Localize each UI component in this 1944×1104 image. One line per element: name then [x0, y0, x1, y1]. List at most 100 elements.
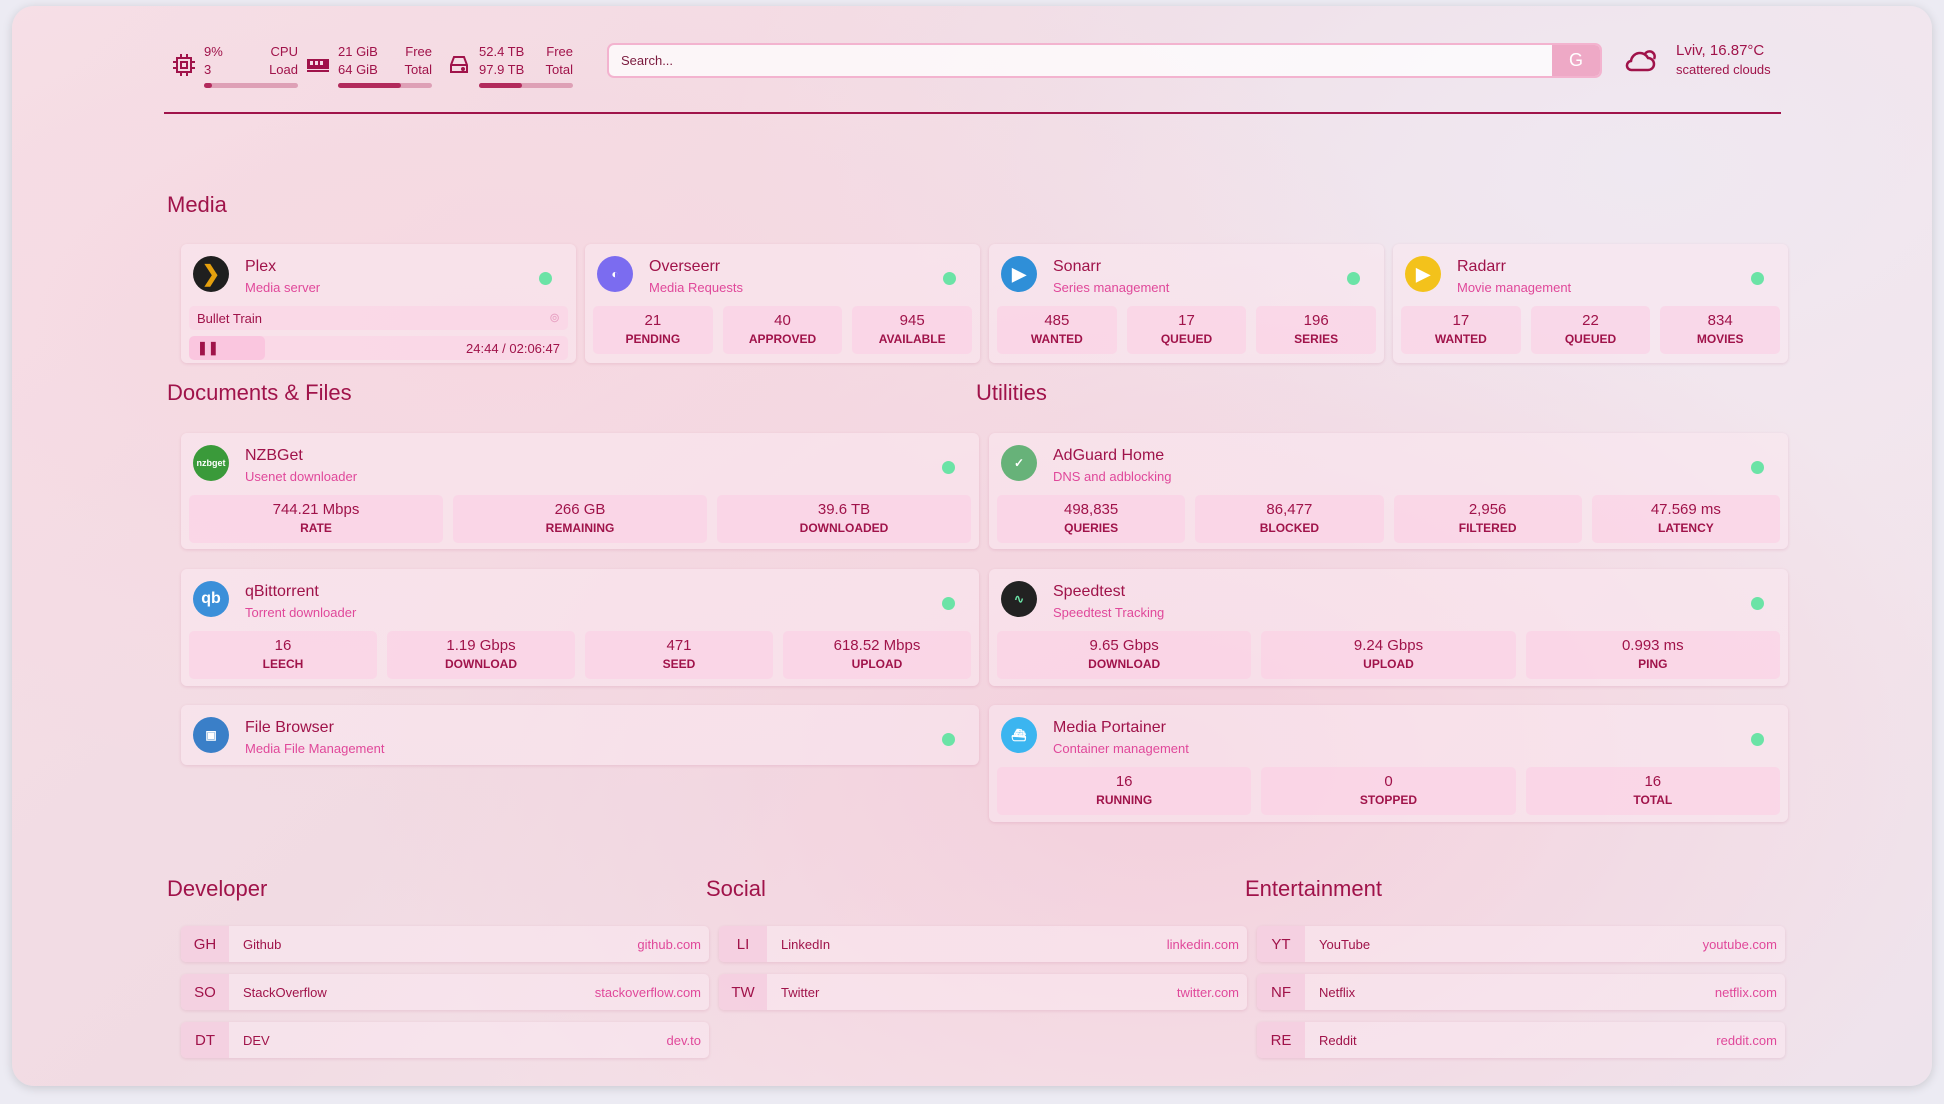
- bookmark-linkedin[interactable]: LI LinkedIn linkedin.com: [719, 926, 1247, 962]
- service-card-overseerr[interactable]: ◐ Overseerr Media Requests 21 PENDING 40 APP…: [585, 244, 980, 363]
- weather-location-temp: Lviv, 16.87°C: [1676, 42, 1765, 59]
- bookmark-abbr: GH: [181, 926, 229, 962]
- stat-label: UPLOAD: [1363, 657, 1414, 671]
- service-description: Container management: [1053, 741, 1189, 756]
- bookmark-stackoverflow[interactable]: SO StackOverflow stackoverflow.com: [181, 974, 709, 1010]
- stat-label: MOVIES: [1696, 332, 1744, 346]
- stat-wanted: 485 WANTED: [997, 306, 1117, 354]
- stat-value: 2,956: [1468, 501, 1507, 518]
- bookmark-name: DEV: [243, 1032, 270, 1048]
- stat-value: 17: [1178, 312, 1195, 329]
- service-card-qbittorrent[interactable]: qb qBittorrent Torrent downloader 16 LEECH…: [181, 569, 979, 686]
- status-indicator: [942, 733, 955, 746]
- stat-label: BLOCKED: [1259, 521, 1320, 535]
- bookmark-reddit[interactable]: RE Reddit reddit.com: [1257, 1022, 1785, 1058]
- search-bar: G: [607, 43, 1602, 78]
- cpu-usage-bar: [204, 83, 298, 88]
- status-indicator: [1751, 597, 1764, 610]
- stat-label: AVAILABLE: [878, 332, 946, 346]
- stat-value: 9.24 Gbps: [1353, 637, 1424, 654]
- cpu-label: CPU: [270, 44, 298, 59]
- stat-label: QUERIES: [1064, 521, 1119, 535]
- memory-value: 21 GiB: [338, 44, 378, 59]
- stat-label: RUNNING: [1096, 793, 1153, 807]
- stat-label: STOPPED: [1359, 793, 1418, 807]
- bookmark-url: stackoverflow.com: [594, 984, 701, 1000]
- bookmark-netflix[interactable]: NF Netflix netflix.com: [1257, 974, 1785, 1010]
- disk-label2: Total: [545, 62, 573, 77]
- memory-usage-bar: [338, 83, 432, 88]
- stat-value: 39.6 TB: [817, 501, 871, 518]
- search-provider-button[interactable]: G: [1552, 45, 1600, 76]
- disk-value2: 97.9 TB: [479, 62, 525, 77]
- bookmark-github[interactable]: GH Github github.com: [181, 926, 709, 962]
- service-card-plex[interactable]: ❯ Plex Media server Bullet Train ⊚ ❚❚ 24:44…: [181, 244, 576, 363]
- nzbget-icon: nzbget: [193, 445, 229, 481]
- stat-value: 498,835: [1064, 501, 1119, 518]
- stat-approved: 40 APPROVED: [722, 306, 843, 354]
- service-name: Speedtest: [1053, 583, 1126, 600]
- bookmark-abbr: LI: [719, 926, 767, 962]
- cpu-value: 9%: [204, 44, 223, 59]
- service-name: Overseerr: [649, 258, 721, 275]
- qbittorrent-icon: qb: [193, 581, 229, 617]
- now-playing-bar[interactable]: Bullet Train ⊚: [189, 306, 568, 330]
- service-card-sonarr[interactable]: ▶ Sonarr Series management 485 WANTED 17 QUE…: [989, 244, 1384, 363]
- bookmark-url: twitter.com: [1176, 984, 1239, 1000]
- stat-label: DOWNLOADED: [799, 521, 889, 535]
- weather-widget[interactable]: Lviv, 16.87°C scattered clouds: [1624, 42, 1771, 77]
- bookmark-name: LinkedIn: [781, 936, 831, 952]
- service-card-filebrowser[interactable]: ▣ File Browser Media File Management: [181, 705, 979, 765]
- service-description: DNS and adblocking: [1053, 469, 1172, 484]
- bookmark-twitter[interactable]: TW Twitter twitter.com: [719, 974, 1247, 1010]
- playback-progress[interactable]: ❚❚ 24:44 / 02:06:47: [189, 336, 568, 360]
- stat-running: 16 RUNNING: [997, 767, 1252, 815]
- service-card-portainer[interactable]: ⛴ Media Portainer Container management 16…: [989, 705, 1788, 822]
- disk-widget[interactable]: 52.4 TB Free 97.9 TB Total: [447, 43, 573, 88]
- service-card-nzbget[interactable]: nzbget NZBGet Usenet downloader 744.21 Mb…: [181, 433, 979, 549]
- stat-pending: 21 PENDING: [593, 306, 713, 354]
- stat-stopped: 0 STOPPED: [1261, 767, 1516, 815]
- stat-rate: 744.21 Mbps RATE: [189, 495, 443, 543]
- stat-queued: 22 QUEUED: [1530, 306, 1651, 354]
- search-input[interactable]: [609, 45, 1552, 76]
- pause-icon[interactable]: ❚❚: [197, 340, 219, 355]
- stop-icon[interactable]: ⊚: [549, 310, 560, 325]
- bookmark-youtube[interactable]: YT YouTube youtube.com: [1257, 926, 1785, 962]
- bookmark-abbr: DT: [181, 1022, 229, 1058]
- stat-value: 196: [1303, 312, 1329, 329]
- stat-value: 9.65 Gbps: [1089, 637, 1159, 654]
- status-indicator: [1751, 272, 1764, 285]
- stat-label: PENDING: [625, 332, 681, 346]
- stat-label: LEECH: [262, 657, 304, 671]
- cloud-sun-icon: [1625, 49, 1656, 71]
- stat-value: 86,477: [1266, 501, 1313, 518]
- stat-download: 1.19 Gbps DOWNLOAD: [387, 631, 575, 679]
- disk-label: Free: [546, 44, 573, 59]
- service-card-speedtest[interactable]: ∿ Speedtest Speedtest Tracking 9.65 Gbps D…: [989, 569, 1788, 686]
- memory-widget[interactable]: 21 GiB Free 64 GiB Total: [306, 43, 432, 88]
- stat-label: SERIES: [1294, 332, 1339, 346]
- stat-value: 21: [644, 312, 662, 329]
- bookmark-url: youtube.com: [1702, 936, 1777, 952]
- section-title-social: Social: [706, 876, 766, 901]
- service-description: Usenet downloader: [245, 469, 358, 484]
- stat-label: SEED: [662, 657, 696, 671]
- sonarr-icon: ▶: [1001, 256, 1037, 292]
- bookmark-url: github.com: [637, 936, 701, 952]
- disk-usage-bar: [479, 83, 573, 88]
- cpu-chip-icon: [172, 53, 196, 77]
- stat-value: 485: [1044, 312, 1070, 329]
- stat-ping: 0.993 ms PING: [1525, 631, 1780, 679]
- stat-label: REMAINING: [545, 521, 615, 535]
- service-card-radarr[interactable]: ▶ Radarr Movie management 17 WANTED 22 QUEUE…: [1393, 244, 1788, 363]
- memory-value2: 64 GiB: [338, 62, 378, 77]
- stat-value: 47.569 ms: [1650, 501, 1721, 518]
- adguard-shield-icon: ✓: [1001, 445, 1037, 481]
- speedtest-icon: ∿: [1001, 581, 1037, 617]
- stat-value: 618.52 Mbps: [833, 637, 921, 654]
- service-card-adguard[interactable]: ✓ AdGuard Home DNS and adblocking 498,835…: [989, 433, 1788, 549]
- stat-queries: 498,835 QUERIES: [997, 495, 1186, 543]
- cpu-widget[interactable]: 9% CPU 3 Load: [172, 43, 298, 88]
- bookmark-dev[interactable]: DT DEV dev.to: [181, 1022, 709, 1058]
